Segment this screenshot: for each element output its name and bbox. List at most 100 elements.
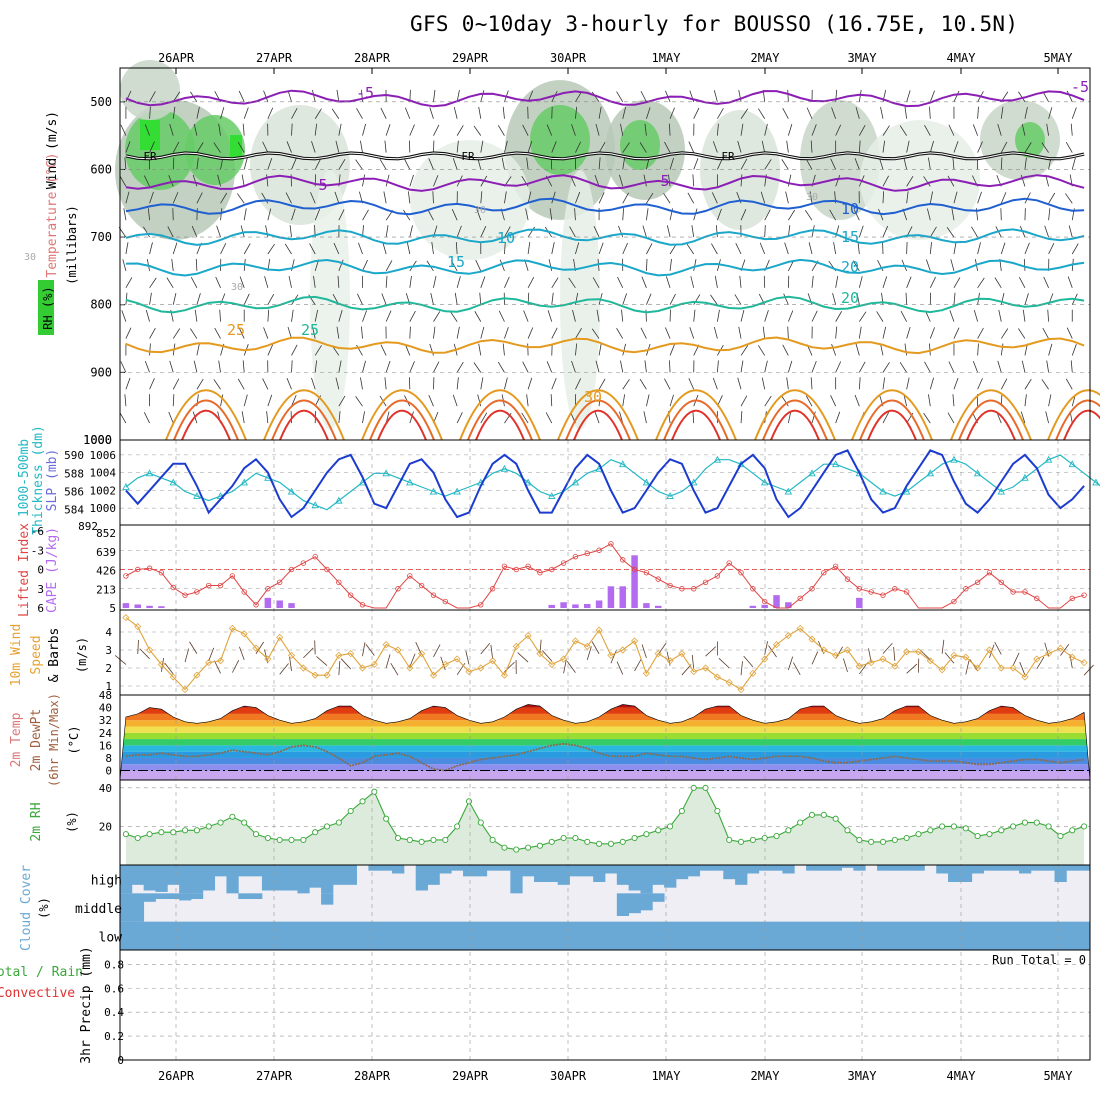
wind-barb: [621, 309, 624, 322]
cloud-bar-high: [746, 865, 760, 874]
cloud-bar-high: [628, 865, 641, 891]
rh-point: [927, 827, 934, 834]
wind-barb: [1083, 664, 1094, 676]
y-tick-label-right: 639: [96, 546, 116, 559]
lifted-index-point: [643, 570, 650, 576]
rh-point: [276, 836, 283, 843]
wind-barb: [740, 309, 745, 322]
cloud-bar-high: [817, 865, 831, 871]
wind-barb: [787, 89, 789, 102]
wind-barb: [143, 412, 150, 424]
wind-barb: [456, 662, 466, 676]
isotherm-line: [557, 389, 639, 441]
wind-barb: [219, 309, 221, 322]
cloud-bar-high: [888, 865, 902, 871]
wind-barb: [149, 343, 151, 356]
wind-speed-point: [583, 642, 591, 650]
y-tick-label: 0.4: [104, 1006, 124, 1019]
y-tick-label-left: 590: [64, 449, 84, 462]
wind-barb: [644, 123, 647, 136]
wind-barb: [1000, 343, 1004, 356]
wind-barb: [452, 394, 458, 407]
thickness-line: [125, 454, 1100, 511]
wind-speed-point: [500, 671, 509, 679]
isotherm-line: [573, 409, 623, 441]
y-tick-label: 0.2: [104, 1030, 124, 1043]
rh-point: [808, 811, 816, 818]
lifted-index-point: [655, 576, 661, 582]
freezing-level-line: [125, 152, 1085, 160]
wind-barb: [432, 191, 434, 204]
wind-speed-point: [347, 650, 355, 658]
date-label-bottom: 30APR: [550, 1069, 587, 1083]
wind-barb: [743, 655, 754, 667]
temp-band: [120, 739, 1090, 746]
cape-bar: [607, 586, 615, 608]
lifted-index-point: [726, 560, 732, 566]
thickness-point: [1044, 455, 1053, 463]
isotherm-line: [762, 399, 828, 441]
wind-speed-point: [465, 668, 473, 676]
wind-barb: [620, 123, 624, 136]
wind-barb: [289, 657, 292, 671]
rh-shade-area: [560, 170, 600, 430]
wind-barb: [379, 158, 387, 170]
rh-point: [962, 825, 969, 832]
wind-barb: [192, 174, 198, 187]
wind-barb: [977, 277, 985, 289]
wind-barb: [172, 292, 177, 305]
wind-barb: [242, 123, 245, 136]
wind-barb: [523, 310, 529, 322]
wind-barb: [1065, 141, 1073, 153]
isotherm-line: [467, 399, 533, 441]
wind-barb: [403, 209, 411, 221]
thickness-point: [240, 478, 248, 486]
wind-barb: [504, 191, 507, 204]
isotherm-line: [867, 409, 917, 441]
cloud-bar-high: [344, 865, 357, 885]
cape-bar: [548, 604, 556, 608]
wind-barb: [810, 377, 813, 390]
rh-shade-area: [620, 120, 660, 170]
wind-speed-point: [122, 614, 130, 622]
wind-barb: [1024, 142, 1032, 153]
wind-barb: [145, 309, 150, 322]
wind-barb: [456, 377, 459, 390]
wind-barb: [1071, 157, 1076, 170]
wind-barb: [622, 192, 629, 204]
wind-barb: [953, 277, 961, 289]
wind-barb: [924, 361, 931, 373]
wind-barb: [1036, 656, 1045, 670]
wind-barb: [786, 140, 789, 153]
rh-point: [477, 819, 484, 826]
cloud-row-label: low: [99, 930, 123, 945]
rh-point: [1069, 827, 1076, 834]
wind-barb: [504, 242, 506, 255]
y-tick-label: 48: [99, 689, 112, 702]
wind-barb: [216, 225, 221, 238]
lifted-index-point: [986, 570, 993, 576]
isotherm-line: [958, 399, 1024, 441]
wind-barb: [287, 326, 292, 339]
wind-barb: [686, 243, 695, 255]
wind-barb: [526, 394, 529, 407]
wind-barb: [858, 225, 864, 238]
date-label-bottom: 27APR: [256, 1069, 293, 1083]
rh-point: [430, 836, 437, 843]
wind-barb: [220, 208, 223, 221]
wind-barb: [575, 191, 581, 204]
temp-line: [119, 704, 1091, 781]
y-tick-label: 40: [99, 702, 112, 715]
wind-barb: [854, 394, 860, 407]
cloud-bar-high: [522, 865, 535, 877]
wind-barb: [740, 411, 743, 424]
cape-bar: [276, 600, 283, 608]
freezing-level-label: FR: [143, 150, 157, 163]
wind-barb: [952, 394, 955, 407]
wind-barb: [1018, 91, 1026, 103]
wind-barb: [451, 209, 458, 221]
wind-barb: [504, 226, 511, 238]
wind-speed-point: [453, 655, 461, 663]
wind-barb: [646, 394, 650, 407]
legend-label-temp: Temperature (°C): [45, 152, 60, 277]
